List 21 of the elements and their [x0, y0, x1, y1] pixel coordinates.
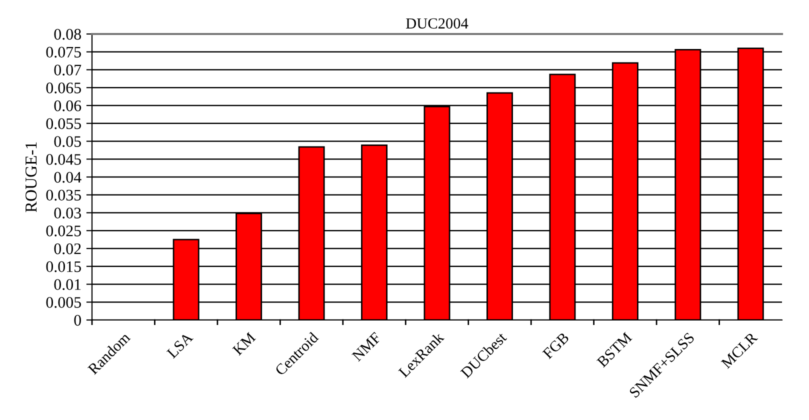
- y-axis-title: ROUGE-1: [26, 142, 37, 212]
- y-tick-label: 0.08: [54, 28, 81, 40]
- y-tick-label: 0.07: [54, 64, 82, 76]
- y-tick-label: 0.06: [54, 100, 82, 112]
- y-tick-label: 0.035: [46, 190, 81, 201]
- x-tick-label: KM: [232, 332, 256, 356]
- y-tick-label: 0.075: [46, 46, 81, 58]
- y-tick-label: 0.055: [46, 118, 81, 130]
- y-tick-label: 0.04: [54, 172, 82, 183]
- y-tick-label: 0.025: [46, 226, 81, 236]
- y-tick-label: 0.03: [54, 208, 81, 219]
- x-tick-label: LSA: [166, 332, 194, 359]
- chart-title: DUC2004: [406, 18, 468, 29]
- y-tick-label: 0: [74, 314, 81, 326]
- y-tick-label: 0.01: [54, 279, 81, 290]
- y-tick-label: 0.045: [46, 154, 81, 165]
- y-tick-label: 0.005: [46, 297, 81, 308]
- y-tick-label: 0.065: [46, 82, 81, 94]
- y-tick-label: 0.015: [46, 261, 81, 272]
- y-tick-label: 0.05: [54, 136, 81, 148]
- y-tick-label: 0.02: [54, 243, 81, 254]
